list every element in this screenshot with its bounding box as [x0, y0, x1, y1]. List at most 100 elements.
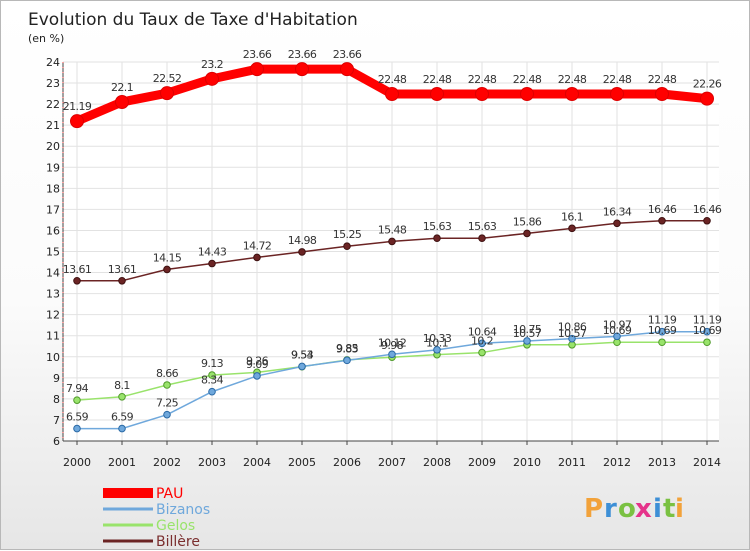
data-point-bizanos: [73, 424, 81, 433]
data-label-billère: 16.46: [693, 203, 722, 216]
data-label-gelos: 10.2: [471, 335, 493, 348]
data-point-pau: [610, 87, 624, 102]
data-label-pau: 23.2: [201, 58, 223, 71]
x-tick-label: 2001: [108, 456, 136, 469]
data-point-billère: [703, 216, 711, 225]
data-point-bizanos: [343, 356, 351, 365]
data-point-pau: [250, 62, 264, 77]
series-layer: [70, 62, 714, 433]
data-point-billère: [298, 248, 306, 256]
data-label-billère: 14.15: [153, 251, 182, 264]
data-point-pau: [70, 114, 84, 129]
data-label-pau: 22.48: [423, 73, 452, 86]
y-tick-label: 7: [53, 414, 60, 427]
x-tick-label: 2007: [378, 456, 406, 469]
x-tick-label: 2003: [198, 456, 226, 469]
data-point-pau: [340, 62, 354, 77]
axes: 6 7 8 9 10 11 12 13 14 15 16 17 18 19 20 21 22 23 24 2000 20…: [46, 56, 721, 469]
data-label-billère: 16.34: [603, 205, 632, 218]
x-tick-label: 2011: [558, 456, 586, 469]
data-label-billère: 15.63: [423, 220, 452, 233]
data-label-gelos: 8.66: [156, 367, 179, 380]
logo-letter: r: [604, 494, 617, 524]
data-point-bizanos: [253, 372, 261, 380]
x-tick-label: 2013: [648, 456, 676, 469]
data-point-bizanos: [658, 327, 666, 336]
legend-swatch-pau: [103, 488, 153, 498]
data-label-gelos: 10.69: [648, 324, 677, 337]
data-point-bizanos: [118, 424, 126, 433]
data-point-bizanos: [523, 337, 531, 345]
data-label-pau: 22.48: [558, 73, 587, 86]
x-tick-label: 2005: [288, 456, 316, 469]
x-tick-label: 2004: [243, 456, 271, 469]
data-label-pau: 22.48: [468, 73, 497, 86]
legend-swatch-gelos: [103, 523, 153, 527]
data-label-gelos: 10.1: [426, 337, 448, 350]
data-point-billère: [163, 265, 171, 274]
data-point-bizanos: [703, 327, 711, 336]
data-point-billère: [388, 237, 396, 246]
y-tick-label: 13: [46, 288, 60, 301]
data-label-pau: 22.1: [111, 81, 133, 94]
y-tick-label: 9: [53, 372, 60, 385]
data-point-billère: [253, 253, 261, 262]
data-point-pau: [520, 87, 534, 102]
data-point-bizanos: [568, 334, 576, 343]
y-tick-label: 6: [53, 435, 60, 448]
data-point-billère: [478, 234, 486, 243]
x-tick-label: 2000: [63, 456, 91, 469]
data-label-bizanos: 9.83: [336, 342, 359, 355]
data-label-gelos: 9.26: [246, 354, 269, 367]
data-label-bizanos: 9.09: [246, 358, 269, 371]
y-tick-label: 18: [46, 182, 60, 195]
legend-label-gelos: Gelos: [156, 518, 195, 534]
chart-title: Evolution du Taux de Taxe d'Habitation: [28, 10, 358, 30]
data-point-pau: [565, 87, 579, 102]
data-point-pau: [115, 95, 129, 110]
data-label-gelos: 10.57: [558, 327, 587, 340]
data-label-pau: 22.52: [153, 72, 182, 85]
data-point-billère: [568, 224, 576, 233]
y-tick-label: 20: [46, 140, 60, 153]
data-point-billère: [73, 276, 81, 285]
data-point-gelos: [118, 392, 126, 401]
legend-label-bizanos: Bizanos: [156, 502, 210, 518]
legend-swatch-billère: [103, 539, 153, 543]
data-point-gelos: [703, 338, 711, 347]
data-label-billère: 14.72: [243, 239, 272, 252]
logo-letter: x: [635, 494, 652, 524]
data-point-pau: [295, 62, 309, 77]
x-tick-label: 2014: [693, 456, 721, 469]
data-label-pau: 23.66: [288, 48, 317, 61]
y-tick-label: 19: [46, 161, 60, 174]
data-label-bizanos: 9.54: [291, 348, 314, 361]
data-label-pau: 21.19: [63, 100, 92, 113]
data-point-pau: [430, 87, 444, 102]
data-label-billère: 14.98: [288, 234, 317, 247]
data-label-gelos: 9.13: [201, 357, 224, 370]
data-point-billère: [613, 219, 621, 228]
data-label-billère: 13.61: [63, 263, 92, 276]
data-label-gelos: 10.69: [603, 324, 632, 337]
y-tick-label: 22: [46, 98, 60, 111]
logo-letter: P: [584, 494, 603, 524]
data-point-billère: [433, 234, 441, 243]
logo-letter: i: [675, 494, 684, 524]
data-label-billère: 14.43: [198, 246, 227, 259]
data-point-gelos: [208, 371, 216, 379]
legend-label-pau: PAU: [156, 486, 183, 502]
data-point-pau: [475, 87, 489, 102]
data-point-bizanos: [388, 350, 396, 359]
data-point-bizanos: [478, 339, 486, 348]
data-label-bizanos: 10.86: [558, 321, 587, 334]
data-label-gelos: 7.94: [66, 382, 89, 395]
data-label-bizanos: 10.75: [513, 323, 542, 336]
data-point-bizanos: [298, 362, 306, 371]
data-point-bizanos: [208, 387, 216, 396]
data-label-bizanos: 10.12: [378, 336, 407, 349]
logo-letter: t: [663, 494, 675, 524]
x-tick-label: 2012: [603, 456, 631, 469]
